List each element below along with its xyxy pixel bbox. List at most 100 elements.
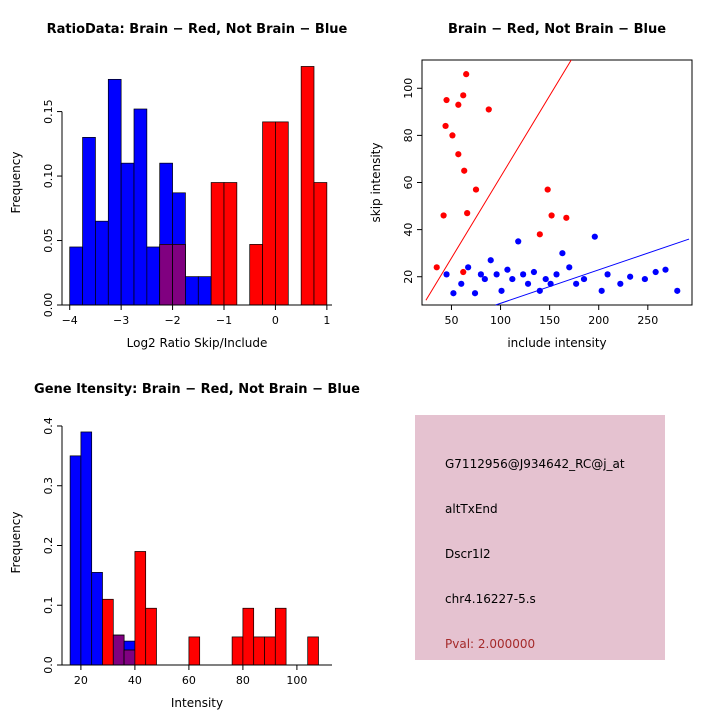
x-tick-label: 150 xyxy=(539,314,560,327)
ratio-histogram-chart: RatioData: Brain − Red, Not Brain − Blue… xyxy=(9,22,348,350)
panel-gene-intensity-histogram: Gene Itensity: Brain − Red, Not Brain − … xyxy=(0,360,360,720)
hist-bar-blue xyxy=(133,108,148,306)
hist-bar-red xyxy=(145,607,157,666)
x-tick-label: 40 xyxy=(128,674,142,687)
hist-bar-overlap xyxy=(112,634,125,666)
x-tick-label: −4 xyxy=(62,314,78,327)
hist-bar-blue xyxy=(69,455,82,666)
scatter-point xyxy=(604,271,611,278)
scatter-point xyxy=(433,264,440,271)
info-line: altTxEnd xyxy=(445,502,498,516)
hist-bar-blue xyxy=(197,276,212,306)
hist-bar-overlap xyxy=(172,244,186,306)
hist-bar-overlap xyxy=(123,649,136,666)
scatter-point xyxy=(443,271,450,278)
scatter-point xyxy=(477,271,485,278)
scatter-point xyxy=(662,266,669,273)
scatter-point xyxy=(498,287,505,294)
hist-bar-blue xyxy=(69,246,83,306)
hist-bar-red xyxy=(242,607,255,666)
scatter-point xyxy=(520,271,527,278)
scatter-point xyxy=(563,214,570,221)
scatter-point xyxy=(442,122,449,130)
scatter-point xyxy=(641,275,648,283)
scatter-point xyxy=(573,280,580,287)
scatter-point xyxy=(504,266,511,273)
hist-bar-red xyxy=(231,636,244,666)
x-tick-label: 20 xyxy=(74,674,88,687)
hist-bar-red xyxy=(262,121,276,306)
y-tick-label: 0.15 xyxy=(42,99,55,124)
info-line: G7112956@J934642_RC@j_at xyxy=(445,457,625,471)
scatter-point xyxy=(553,271,560,278)
hist-bar-blue xyxy=(91,572,103,666)
info-panel: G7112956@J934642_RC@j_at altTxEnd Dscr1l2 c… xyxy=(415,415,665,660)
panel-intensity-scatter: Brain − Red, Not Brain − Blue 50 100 150 200… xyxy=(360,0,720,360)
scatter-point xyxy=(455,101,462,108)
hist-bar-blue xyxy=(82,137,96,306)
y-tick-label: 0.3 xyxy=(42,477,55,495)
scatter-point xyxy=(464,210,471,217)
scatter-point xyxy=(443,96,450,104)
hist-bar-red xyxy=(275,121,289,306)
y-tick-label: 0.1 xyxy=(42,596,55,614)
scatter-point xyxy=(542,275,549,283)
hist-bar-blue xyxy=(95,220,109,306)
hist-bar-red xyxy=(274,607,287,666)
hist-bar-blue xyxy=(120,162,135,306)
x-tick-label: 80 xyxy=(236,674,250,687)
x-tick-label: 200 xyxy=(588,314,609,327)
y-tick-label: 0.4 xyxy=(42,417,55,435)
hist-bar-red xyxy=(102,598,114,666)
scatter-point xyxy=(524,280,532,287)
x-tick-label: 1 xyxy=(323,314,330,327)
scatter-point xyxy=(472,186,480,193)
y-tick-label: 80 xyxy=(402,128,415,142)
hist-bar-red xyxy=(253,636,265,666)
x-tick-label: 60 xyxy=(182,674,196,687)
y-tick-label: 0.00 xyxy=(42,293,55,318)
y-axis-label: Frequency xyxy=(9,152,23,214)
scatter-point xyxy=(458,280,465,287)
y-tick-label: 40 xyxy=(402,223,415,237)
hist-bar-red xyxy=(264,636,276,666)
scatter-point xyxy=(515,238,522,245)
x-axis-label: Log2 Ratio Skip/Include xyxy=(127,336,268,350)
scatter-point xyxy=(460,92,467,99)
scatter-point xyxy=(544,186,551,193)
scatter-point xyxy=(449,132,456,139)
y-axis-label: skip intensity xyxy=(369,143,383,223)
y-tick-label: 0.10 xyxy=(42,164,55,189)
x-tick-label: −1 xyxy=(216,314,232,327)
x-tick-label: 250 xyxy=(637,314,658,327)
scatter-point xyxy=(481,275,488,283)
scatter-point xyxy=(598,287,605,294)
hist-bar-red xyxy=(313,182,328,306)
scatter-point xyxy=(580,275,588,283)
chart-title: Brain − Red, Not Brain − Blue xyxy=(448,22,666,37)
hist-bar-blue xyxy=(80,431,93,666)
hist-bar-red xyxy=(223,182,238,306)
chart-title: RatioData: Brain − Red, Not Brain − Blue xyxy=(47,22,348,37)
scatter-point xyxy=(455,151,462,158)
scatter-point xyxy=(487,257,494,264)
scatter-point xyxy=(566,264,573,271)
x-tick-label: 100 xyxy=(286,674,307,687)
info-line: Pval: 2.000000 xyxy=(445,637,536,651)
scatter-point xyxy=(465,264,472,271)
hist-bar-blue xyxy=(185,276,199,306)
scatter-point xyxy=(559,250,566,257)
y-tick-label: 0.2 xyxy=(42,537,55,555)
hist-bar-red xyxy=(134,551,147,666)
scatter-point xyxy=(509,275,516,283)
scatter-point xyxy=(536,287,543,294)
scatter-point xyxy=(530,268,538,276)
hist-bar-overlap xyxy=(159,244,173,306)
scatter-point xyxy=(463,71,470,78)
info-line: chr4.16227-5.s xyxy=(445,592,536,606)
gene-intensity-histogram-chart: Gene Itensity: Brain − Red, Not Brain − … xyxy=(9,382,360,710)
y-tick-label: 60 xyxy=(402,176,415,190)
panel-ratio-histogram: RatioData: Brain − Red, Not Brain − Blue… xyxy=(0,0,360,360)
hist-bar-red xyxy=(307,636,319,666)
scatter-point xyxy=(548,212,555,219)
